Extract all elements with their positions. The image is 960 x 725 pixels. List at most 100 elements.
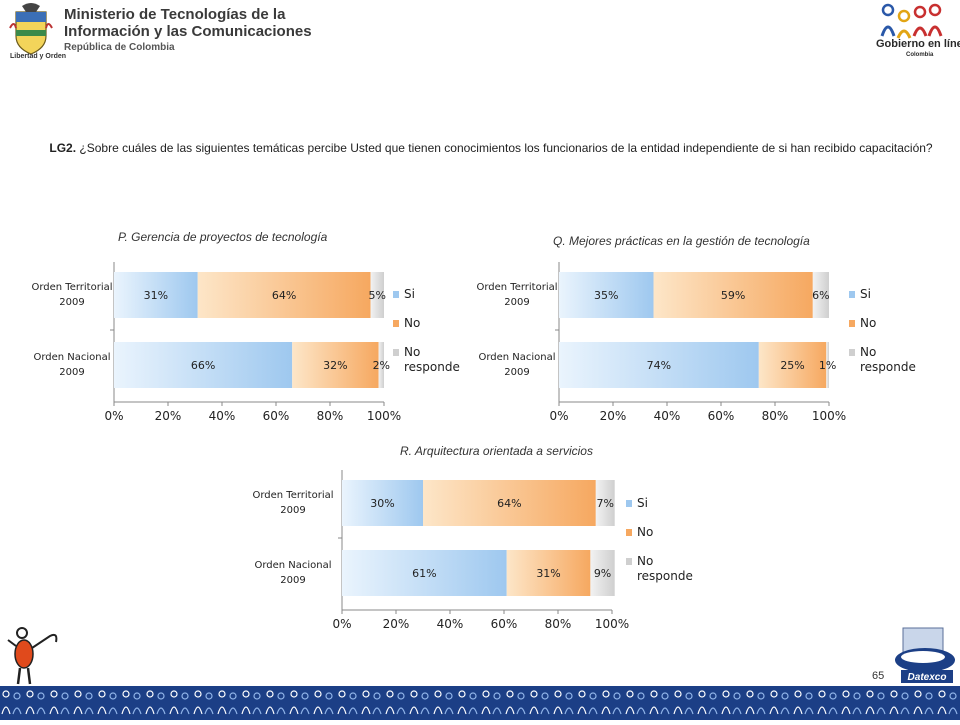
data-label: 7% <box>597 497 614 510</box>
data-label: 31% <box>536 567 560 580</box>
x-tick-label: 100% <box>367 409 401 423</box>
bar-segment-no-responde <box>812 272 829 318</box>
data-label: 2% <box>373 359 390 372</box>
ministry-header: Libertad y Orden Ministerio de Tecnologí… <box>4 0 312 70</box>
footer-pattern-band <box>0 686 960 720</box>
legend-swatch <box>393 349 399 356</box>
category-label: Orden Nacional <box>254 560 331 571</box>
country-name: República de Colombia <box>64 42 175 53</box>
legend-label: Si <box>637 496 648 510</box>
x-tick-label: 80% <box>545 617 572 631</box>
data-label: 25% <box>780 359 804 372</box>
x-tick-label: 0% <box>332 617 351 631</box>
bar-segment-no-responde <box>595 480 615 526</box>
data-label: 6% <box>812 289 829 302</box>
x-tick-label: 80% <box>317 409 344 423</box>
colombia-crest-icon <box>9 3 53 55</box>
legend-label-cont: responde <box>637 569 693 583</box>
bar-segment-si <box>559 342 759 388</box>
survey-question: LG2. ¿Sobre cuáles de las siguientes tem… <box>30 140 952 156</box>
bar-segment-no <box>292 342 379 388</box>
legend-swatch <box>626 500 632 507</box>
chart-title: Q. Mejores prácticas en la gestión de te… <box>553 234 810 248</box>
category-label-year: 2009 <box>59 297 84 308</box>
x-tick-label: 0% <box>549 409 568 423</box>
category-label: Orden Territorial <box>476 282 557 293</box>
footer-figures-pattern-icon <box>0 686 960 720</box>
data-label: 66% <box>191 359 215 372</box>
x-tick-label: 40% <box>209 409 236 423</box>
ministry-name-line2: Información y las Comunicaciones <box>64 23 312 40</box>
crest-caption: Libertad y Orden <box>10 53 67 60</box>
x-tick-label: 40% <box>437 617 464 631</box>
x-tick-label: 100% <box>595 617 629 631</box>
page-number: 65 <box>872 670 885 682</box>
x-tick-label: 40% <box>654 409 681 423</box>
data-label: 64% <box>497 497 521 510</box>
gobierno-en-linea-title: Gobierno en línea <box>876 38 960 50</box>
question-code: LG2. <box>49 141 77 155</box>
legend-label-cont: responde <box>404 360 460 374</box>
category-label-year: 2009 <box>504 297 529 308</box>
category-label: Orden Nacional <box>33 352 110 363</box>
data-label: 9% <box>594 567 611 580</box>
x-tick-label: 60% <box>708 409 735 423</box>
gobierno-en-linea-logo-icon <box>880 3 943 39</box>
bar-segment-no-responde <box>590 550 615 596</box>
legend-label: No <box>404 345 420 359</box>
bar-segment-no-responde <box>826 342 829 388</box>
x-tick-label: 20% <box>155 409 182 423</box>
legend-label: No <box>637 554 653 568</box>
bar-segment-si <box>114 342 293 388</box>
bar-segment-si <box>114 272 198 318</box>
legend-label: No <box>860 316 876 330</box>
bar-segment-no <box>653 272 813 318</box>
data-label: 1% <box>819 359 836 372</box>
bar-segment-si <box>342 550 507 596</box>
data-label: 32% <box>323 359 347 372</box>
gobierno-en-linea-subtitle: Colombia <box>906 52 934 58</box>
x-tick-label: 60% <box>491 617 518 631</box>
bar-segment-si <box>559 272 654 318</box>
legend-swatch <box>849 291 855 298</box>
data-label: 74% <box>647 359 671 372</box>
data-label: 30% <box>370 497 394 510</box>
legend-swatch <box>849 349 855 356</box>
bar-segment-no <box>506 550 591 596</box>
category-label: Orden Territorial <box>31 282 112 293</box>
bar-segment-no-responde <box>378 342 384 388</box>
question-text: ¿Sobre cuáles de las siguientes temática… <box>79 141 933 155</box>
bar-segment-si <box>342 480 423 526</box>
legend-label-cont: responde <box>860 360 916 374</box>
category-label-year: 2009 <box>59 367 84 378</box>
datexco-logo-icon: Datexco <box>895 627 955 683</box>
legend-label: Si <box>404 287 415 301</box>
data-label: 5% <box>369 289 386 302</box>
bar-segment-no <box>197 272 371 318</box>
x-tick-label: 80% <box>762 409 789 423</box>
category-label: Orden Nacional <box>478 352 555 363</box>
ministry-name-line1: Ministerio de Tecnologías de la <box>64 6 286 23</box>
x-tick-label: 20% <box>600 409 627 423</box>
bar-segment-no <box>423 480 596 526</box>
chart-title: P. Gerencia de proyectos de tecnología <box>118 230 328 244</box>
legend-label: Si <box>860 287 871 301</box>
data-label: 61% <box>412 567 436 580</box>
datexco-logo-text: Datexco <box>908 672 947 683</box>
x-tick-label: 60% <box>263 409 290 423</box>
data-label: 35% <box>594 289 618 302</box>
category-label-year: 2009 <box>280 575 305 586</box>
x-tick-label: 0% <box>104 409 123 423</box>
legend-label: No <box>404 316 420 330</box>
data-label: 59% <box>721 289 745 302</box>
legend-swatch <box>626 558 632 565</box>
x-tick-label: 20% <box>383 617 410 631</box>
legend-swatch <box>849 320 855 327</box>
chart-title: R. Arquitectura orientada a servicios <box>400 444 593 458</box>
data-label: 64% <box>272 289 296 302</box>
category-label: Orden Territorial <box>252 490 333 501</box>
category-label-year: 2009 <box>504 367 529 378</box>
data-label: 31% <box>144 289 168 302</box>
stick-figure-icon <box>7 627 58 685</box>
